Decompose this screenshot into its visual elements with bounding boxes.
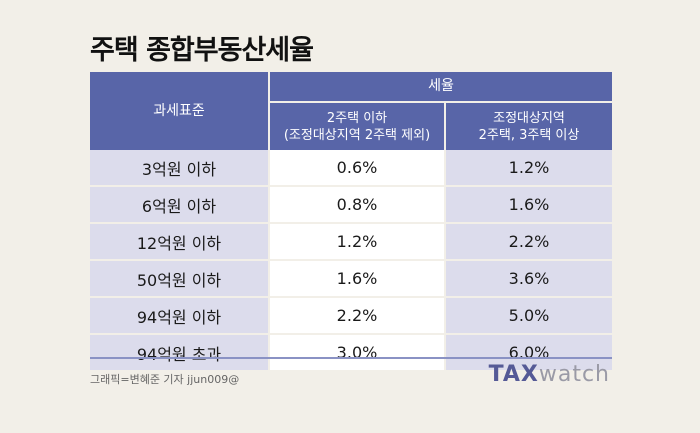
header-tax-rate: 세율 [269, 72, 612, 103]
tax-base-cell: 94억원 이하 [90, 297, 270, 335]
rate-cell: 3.0% [269, 334, 446, 370]
tax-base-cell: 6억원 이하 [90, 186, 270, 224]
rate-cell: 1.6% [445, 186, 612, 224]
rate-cell: 2.2% [269, 297, 446, 335]
tax-rate-table: 과세표준 세율 2주택 이하 (조정대상지역 2주택 제외) 조정대상지역 2주… [90, 72, 612, 370]
rate-cell: 0.8% [269, 186, 446, 224]
rate-cell: 3.6% [445, 260, 612, 298]
table-row: 3억원 이하 0.6% 1.2% [90, 150, 612, 187]
table-header-row: 과세표준 세율 [90, 72, 612, 150]
rate-cell: 2.2% [445, 223, 612, 261]
header-tax-base: 과세표준 [90, 72, 270, 150]
header-regulated-area: 조정대상지역 2주택, 3주택 이상 [445, 102, 612, 150]
table-row: 12억원 이하 1.2% 2.2% [90, 223, 612, 261]
header-two-homes-line2: (조정대상지역 2주택 제외) [283, 127, 431, 143]
rate-cell: 1.2% [445, 150, 612, 187]
table-row: 94억원 이하 2.2% 5.0% [90, 297, 612, 335]
tax-base-cell: 50억원 이하 [90, 260, 270, 298]
logo-watch-text: watch [538, 362, 610, 387]
tax-base-cell: 12억원 이하 [90, 223, 270, 261]
table-row: 94억원 초과 3.0% 6.0% [90, 334, 612, 370]
rate-cell: 0.6% [269, 150, 446, 187]
rate-cell: 1.6% [269, 260, 446, 298]
rate-cell: 1.2% [269, 223, 446, 261]
table-row: 50억원 이하 1.6% 3.6% [90, 260, 612, 298]
logo-tax-text: TAX [488, 362, 539, 387]
header-regulated-line1: 조정대상지역 [493, 110, 565, 126]
table-row: 6억원 이하 0.8% 1.6% [90, 186, 612, 224]
table-bottom-border [90, 357, 612, 359]
rate-cell: 5.0% [445, 297, 612, 335]
tax-base-cell: 3억원 이하 [90, 150, 270, 187]
graphic-credit: 그래픽=변혜준 기자 jjun009@ [90, 373, 240, 386]
tax-base-cell: 94억원 초과 [90, 334, 270, 370]
header-two-homes-or-less: 2주택 이하 (조정대상지역 2주택 제외) [269, 102, 446, 150]
header-regulated-line2: 2주택, 3주택 이상 [478, 127, 580, 143]
taxwatch-logo: TAXwatch [489, 362, 610, 387]
page-title: 주택 종합부동산세율 [90, 35, 314, 66]
header-two-homes-line1: 2주택 이하 [326, 110, 388, 126]
